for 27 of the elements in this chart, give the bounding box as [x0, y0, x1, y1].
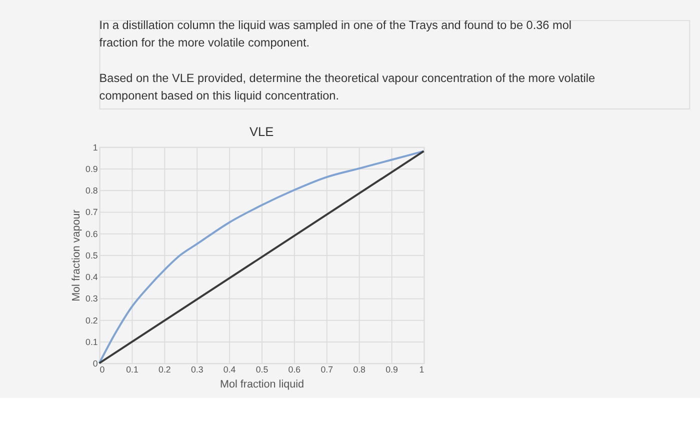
y-tick-label: 0.7: [86, 207, 98, 218]
x-tick-label: 1: [419, 364, 424, 375]
x-tick-label: 0.3: [190, 364, 204, 375]
y-tick-label: 0.3: [86, 294, 98, 304]
y-tick-label: 0.6: [86, 228, 98, 239]
chart-title: VLE: [249, 124, 274, 140]
y-tick-label: 0.9: [86, 164, 98, 174]
y-tick-label: 0.4: [86, 272, 98, 282]
line-series: [98, 150, 425, 364]
x-tick-label: 0.4: [223, 364, 236, 375]
y-tick-label: 0.5: [86, 250, 98, 260]
y-tick-label: 0.1: [86, 336, 98, 347]
x-axis-title: Mol fraction liquid: [220, 378, 304, 390]
x-tick-label: 0.7: [320, 364, 334, 375]
x-tick-label: 0.9: [386, 364, 398, 375]
x-tick-label: 0.6: [288, 364, 301, 375]
x-tick-label: 0.1: [126, 364, 138, 375]
y-axis-title: Mol fraction vapour: [70, 209, 83, 302]
y-tick-label: 0.8: [86, 186, 98, 196]
x-tick-label: 0.2: [158, 364, 171, 375]
y-tick-label: 0.2: [86, 315, 98, 326]
text: Based on the VLE provided, determine the theoretical vapour concentration of the more volatile component based on this liquid concentration.: [99, 72, 596, 103]
text: In a distillation column the liquid was sampled in one of the Trays and found to be 0.36 mol fraction for the more volatile component.: [99, 18, 572, 50]
x-tick-label: 0: [100, 364, 105, 375]
x-tick-label: 0.5: [256, 364, 268, 375]
x-tick-label: 0.8: [353, 364, 366, 375]
y-tick-label: 1: [92, 142, 98, 152]
